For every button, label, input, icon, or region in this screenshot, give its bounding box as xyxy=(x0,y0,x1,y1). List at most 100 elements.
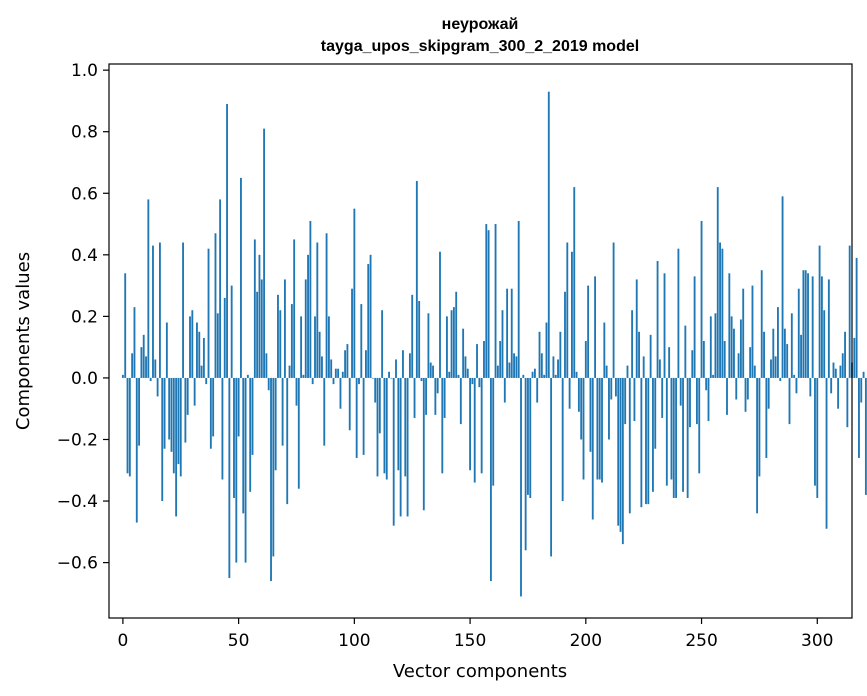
bar-component-91 xyxy=(332,377,335,385)
bar-component-28 xyxy=(186,377,189,415)
bar-component-300 xyxy=(816,377,819,498)
bar-component-135 xyxy=(434,377,437,415)
bar-component-132 xyxy=(427,313,430,378)
chart-title-line1: неурожай xyxy=(442,16,519,33)
bar-component-177 xyxy=(531,371,534,378)
chart-title-line2: tayga_upos_skipgram_300_2_2019 model xyxy=(321,38,639,55)
bar-component-247 xyxy=(693,276,696,378)
bar-component-114 xyxy=(385,377,388,480)
y-tick-label: 0.4 xyxy=(71,246,98,266)
bar-component-5 xyxy=(133,307,136,378)
x-tick-label: 200 xyxy=(570,631,602,651)
bar-component-169 xyxy=(513,353,515,378)
bar-component-1 xyxy=(124,273,127,378)
bar-component-95 xyxy=(341,371,344,378)
bar-component-252 xyxy=(705,377,708,391)
bar-component-175 xyxy=(527,377,529,495)
bar-component-151 xyxy=(471,377,474,385)
bar-component-207 xyxy=(601,377,603,483)
bar-component-136 xyxy=(436,377,439,394)
x-tick-label: 300 xyxy=(801,631,833,651)
y-tick-label: 0.2 xyxy=(71,307,98,327)
bar-component-245 xyxy=(689,377,691,428)
bar-component-53 xyxy=(244,377,247,563)
bar-component-130 xyxy=(422,377,425,511)
bar-component-274 xyxy=(756,377,759,514)
bar-component-314 xyxy=(848,245,851,378)
y-tick-label: −0.2 xyxy=(57,430,98,450)
bar-component-311 xyxy=(841,353,844,378)
bar-component-277 xyxy=(763,331,765,378)
bar-component-126 xyxy=(413,377,416,418)
bar-component-268 xyxy=(742,288,745,378)
bar-component-200 xyxy=(584,341,587,378)
bar-component-2 xyxy=(126,377,129,474)
bar-component-244 xyxy=(686,377,689,498)
bar-component-61 xyxy=(263,128,266,378)
bar-component-223 xyxy=(638,331,640,378)
bar-component-107 xyxy=(369,254,372,378)
bar-component-79 xyxy=(304,279,307,378)
bar-component-243 xyxy=(684,325,687,378)
bar-component-292 xyxy=(797,288,800,378)
y-axis-ticks: 1.0 0.8 0.6 0.4 0.2 0.0 −0.2 −0.4 −0.6 xyxy=(57,61,109,574)
bar-component-185 xyxy=(550,377,553,557)
bar-component-106 xyxy=(367,264,370,378)
bar-component-310 xyxy=(839,365,842,378)
bar-component-111 xyxy=(378,377,381,434)
bar-component-296 xyxy=(807,273,809,378)
bar-component-230 xyxy=(654,377,657,449)
bar-component-188 xyxy=(557,359,559,378)
bar-component-265 xyxy=(735,377,738,400)
bar-component-298 xyxy=(811,276,814,378)
bar-component-248 xyxy=(695,377,698,425)
bar-component-290 xyxy=(793,374,796,378)
bar-component-84 xyxy=(316,242,319,378)
bar-component-266 xyxy=(737,353,740,378)
bar-component-291 xyxy=(795,377,798,394)
bar-component-282 xyxy=(774,356,777,378)
bar-component-3 xyxy=(128,377,131,477)
y-tick-label: −0.4 xyxy=(57,492,98,512)
bar-component-121 xyxy=(402,350,404,378)
bar-component-317 xyxy=(855,257,858,378)
bar-component-57 xyxy=(253,239,256,378)
bar-component-216 xyxy=(621,377,624,545)
bar-component-183 xyxy=(545,322,548,378)
bar-component-228 xyxy=(649,334,652,378)
bar-component-19 xyxy=(165,322,168,378)
bar-component-31 xyxy=(193,377,196,406)
bar-component-23 xyxy=(175,377,178,517)
bar-component-269 xyxy=(744,377,747,412)
bar-component-283 xyxy=(777,307,779,378)
bar-component-81 xyxy=(309,220,312,378)
bar-component-14 xyxy=(154,359,157,378)
bar-component-145 xyxy=(457,374,460,378)
bar-component-150 xyxy=(469,377,472,471)
bar-component-109 xyxy=(374,377,377,403)
bar-component-287 xyxy=(786,344,789,378)
bar-component-129 xyxy=(420,377,423,382)
bar-component-50 xyxy=(237,377,240,437)
bar-component-32 xyxy=(196,322,198,378)
bar-component-112 xyxy=(381,310,384,378)
bar-component-66 xyxy=(274,377,277,471)
x-tick-label: 150 xyxy=(454,631,486,651)
x-axis-ticks: 0 50 100 150 200 250 300 xyxy=(117,618,834,651)
bar-component-180 xyxy=(538,331,541,378)
bar-component-224 xyxy=(640,377,643,508)
bar-component-17 xyxy=(161,377,164,502)
bar-component-227 xyxy=(647,377,650,505)
bar-component-143 xyxy=(452,307,455,378)
bar-component-122 xyxy=(404,377,407,477)
bar-component-65 xyxy=(272,377,275,557)
bar-component-286 xyxy=(783,328,786,378)
bar-component-174 xyxy=(524,377,527,551)
x-tick-label: 250 xyxy=(685,631,717,651)
bar-component-246 xyxy=(691,350,694,378)
bar-component-41 xyxy=(216,313,219,378)
bar-component-27 xyxy=(184,377,187,443)
bar-component-21 xyxy=(170,377,173,452)
bar-component-320 xyxy=(862,371,865,378)
